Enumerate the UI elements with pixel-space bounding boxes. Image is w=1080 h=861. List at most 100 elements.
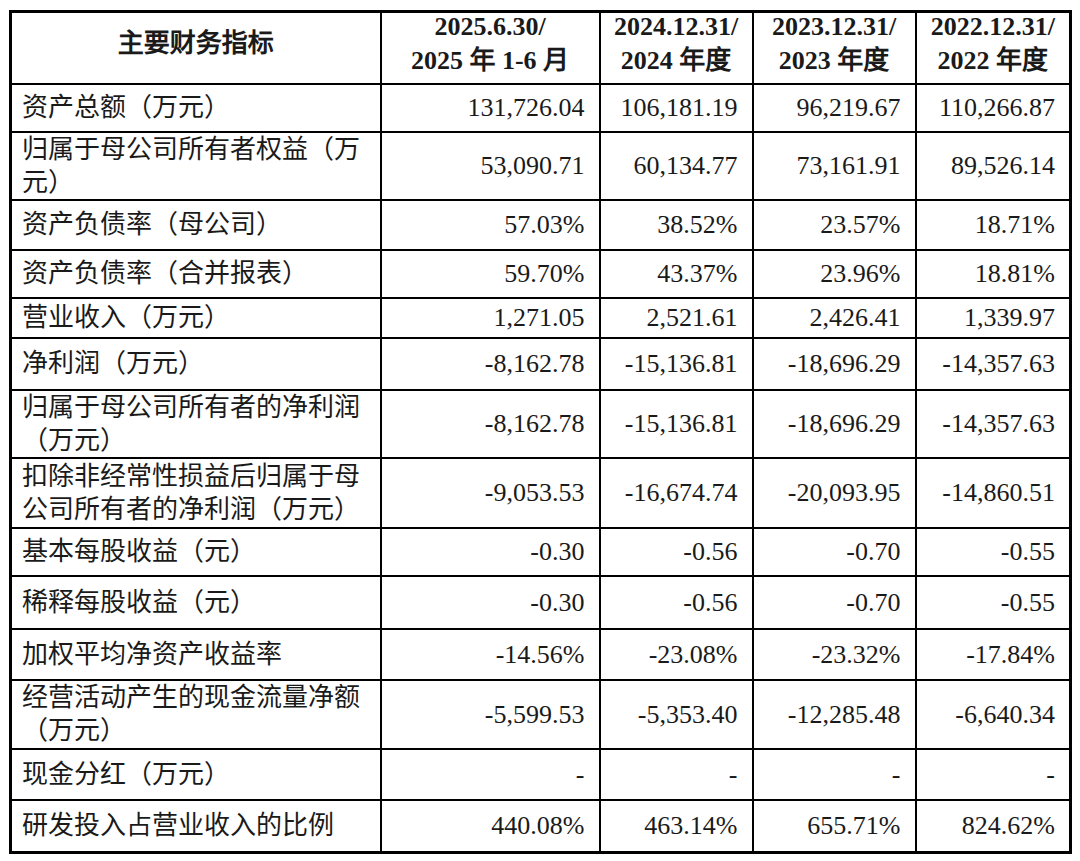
row-label: 加权平均净资产收益率 [11, 629, 381, 680]
row-value: -15,136.81 [600, 338, 753, 390]
table-row: 经营活动产生的现金流量净额（万元）-5,599.53-5,353.40-12,2… [11, 680, 1071, 749]
row-value: -14,357.63 [916, 390, 1071, 458]
table-row: 资产总额（万元）131,726.04106,181.1996,219.67110… [11, 84, 1071, 132]
table-row: 加权平均净资产收益率-14.56%-23.08%-23.32%-17.84% [11, 629, 1071, 680]
row-label: 净利润（万元） [11, 338, 381, 390]
table-row: 稀释每股收益（元）-0.30-0.56-0.70-0.55 [11, 576, 1071, 629]
row-value: -14,860.51 [916, 458, 1071, 528]
header-period-2023: 2023.12.31/ 2023 年度 [753, 12, 916, 84]
header-period-2024: 2024.12.31/ 2024 年度 [600, 12, 753, 84]
header-indicator: 主要财务指标 [11, 12, 381, 84]
row-value: 18.81% [916, 250, 1071, 298]
row-value: -15,136.81 [600, 390, 753, 458]
row-value: -14,357.63 [916, 338, 1071, 390]
row-value: -0.55 [916, 576, 1071, 629]
row-label: 归属于母公司所有者权益（万元） [11, 132, 381, 200]
row-value: 110,266.87 [916, 84, 1071, 132]
row-value: -20,093.95 [753, 458, 916, 528]
row-label: 研发投入占营业收入的比例 [11, 800, 381, 853]
row-value: 89,526.14 [916, 132, 1071, 200]
financial-table-container: 主要财务指标 2025.6.30/ 2025 年 1-6 月 2024.12.3… [9, 10, 1072, 854]
row-value: -18,696.29 [753, 390, 916, 458]
header-period-line2: 2024 年度 [605, 44, 748, 78]
table-row: 资产负债率（合并报表）59.70%43.37%23.96%18.81% [11, 250, 1071, 298]
row-value: -8,162.78 [381, 338, 600, 390]
row-value: 440.08% [381, 800, 600, 853]
row-value: 59.70% [381, 250, 600, 298]
header-row: 主要财务指标 2025.6.30/ 2025 年 1-6 月 2024.12.3… [11, 12, 1071, 84]
row-value: -5,599.53 [381, 680, 600, 749]
table-row: 现金分红（万元）---- [11, 749, 1071, 800]
row-label: 资产负债率（合并报表） [11, 250, 381, 298]
row-value: -0.55 [916, 528, 1071, 576]
row-value: 106,181.19 [600, 84, 753, 132]
row-value: 1,271.05 [381, 298, 600, 338]
row-value: 96,219.67 [753, 84, 916, 132]
row-value: 2,521.61 [600, 298, 753, 338]
row-label: 归属于母公司所有者的净利润（万元） [11, 390, 381, 458]
header-period-line2: 2022 年度 [921, 44, 1066, 78]
row-value: 57.03% [381, 200, 600, 250]
row-value: -17.84% [916, 629, 1071, 680]
row-value: -12,285.48 [753, 680, 916, 749]
row-value: -0.70 [753, 576, 916, 629]
row-value: 2,426.41 [753, 298, 916, 338]
row-value: -14.56% [381, 629, 600, 680]
row-label: 营业收入（万元） [11, 298, 381, 338]
row-value: -23.32% [753, 629, 916, 680]
header-indicator-label: 主要财务指标 [16, 27, 376, 61]
row-label: 资产负债率（母公司） [11, 200, 381, 250]
row-value: - [381, 749, 600, 800]
row-value: -0.70 [753, 528, 916, 576]
row-value: - [916, 749, 1071, 800]
row-label: 扣除非经常性损益后归属于母公司所有者的净利润（万元） [11, 458, 381, 528]
header-period-line1: 2024.12.31/ [605, 10, 748, 44]
row-value: 463.14% [600, 800, 753, 853]
row-value: -8,162.78 [381, 390, 600, 458]
header-period-line2: 2023 年度 [758, 44, 911, 78]
row-value: 23.96% [753, 250, 916, 298]
header-period-line1: 2025.6.30/ [386, 10, 595, 44]
table-row: 研发投入占营业收入的比例440.08%463.14%655.71%824.62% [11, 800, 1071, 853]
row-value: -0.30 [381, 576, 600, 629]
row-value: 73,161.91 [753, 132, 916, 200]
header-period-line1: 2023.12.31/ [758, 10, 911, 44]
row-value: -5,353.40 [600, 680, 753, 749]
row-value: 43.37% [600, 250, 753, 298]
row-value: - [600, 749, 753, 800]
row-value: 23.57% [753, 200, 916, 250]
row-label: 现金分红（万元） [11, 749, 381, 800]
row-value: 60,134.77 [600, 132, 753, 200]
header-period-line2: 2025 年 1-6 月 [386, 44, 595, 78]
table-row: 归属于母公司所有者的净利润（万元）-8,162.78-15,136.81-18,… [11, 390, 1071, 458]
row-value: 131,726.04 [381, 84, 600, 132]
table-row: 净利润（万元）-8,162.78-15,136.81-18,696.29-14,… [11, 338, 1071, 390]
row-value: -0.56 [600, 528, 753, 576]
row-value: -0.30 [381, 528, 600, 576]
table-row: 归属于母公司所有者权益（万元）53,090.7160,134.7773,161.… [11, 132, 1071, 200]
row-value: 824.62% [916, 800, 1071, 853]
table-row: 基本每股收益（元）-0.30-0.56-0.70-0.55 [11, 528, 1071, 576]
row-label: 资产总额（万元） [11, 84, 381, 132]
row-label: 稀释每股收益（元） [11, 576, 381, 629]
row-value: 38.52% [600, 200, 753, 250]
table-row: 扣除非经常性损益后归属于母公司所有者的净利润（万元）-9,053.53-16,6… [11, 458, 1071, 528]
row-value: -6,640.34 [916, 680, 1071, 749]
row-label: 经营活动产生的现金流量净额（万元） [11, 680, 381, 749]
row-value: - [753, 749, 916, 800]
financial-indicators-table: 主要财务指标 2025.6.30/ 2025 年 1-6 月 2024.12.3… [9, 10, 1072, 854]
row-value: -18,696.29 [753, 338, 916, 390]
table-row: 营业收入（万元）1,271.052,521.612,426.411,339.97 [11, 298, 1071, 338]
row-value: -0.56 [600, 576, 753, 629]
table-row: 资产负债率（母公司）57.03%38.52%23.57%18.71% [11, 200, 1071, 250]
row-value: 655.71% [753, 800, 916, 853]
header-period-2022: 2022.12.31/ 2022 年度 [916, 12, 1071, 84]
row-label: 基本每股收益（元） [11, 528, 381, 576]
row-value: -16,674.74 [600, 458, 753, 528]
row-value: -23.08% [600, 629, 753, 680]
row-value: 1,339.97 [916, 298, 1071, 338]
header-period-line1: 2022.12.31/ [921, 10, 1066, 44]
row-value: -9,053.53 [381, 458, 600, 528]
row-value: 53,090.71 [381, 132, 600, 200]
header-period-2025: 2025.6.30/ 2025 年 1-6 月 [381, 12, 600, 84]
